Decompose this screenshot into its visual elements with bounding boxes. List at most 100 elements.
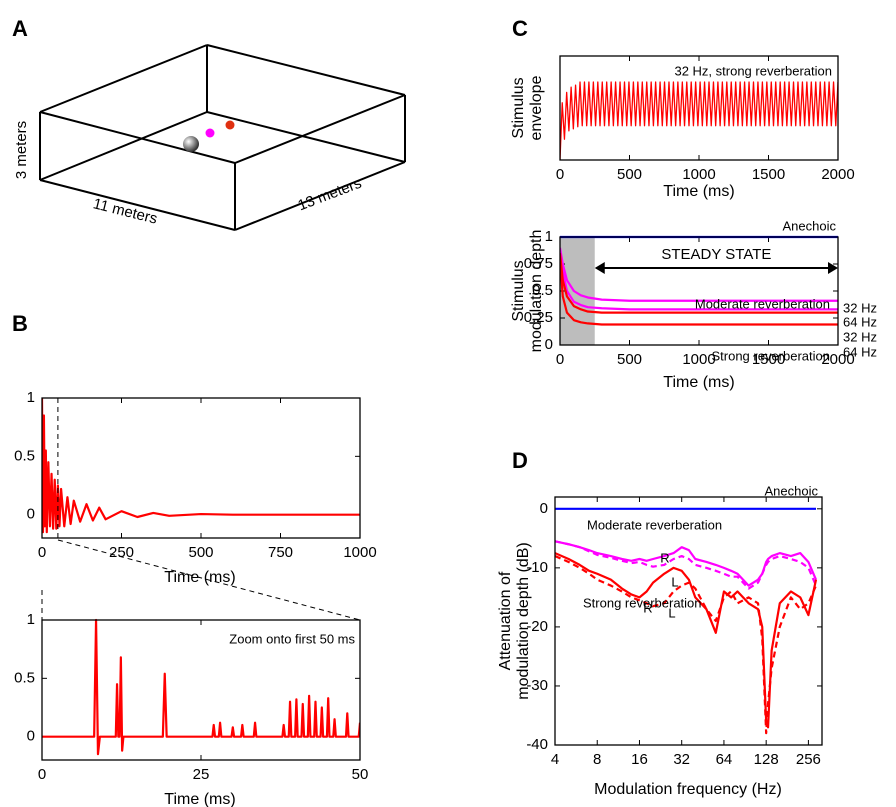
annotation: Moderate reverberation: [587, 517, 722, 532]
series-line: [555, 552, 818, 729]
x-tick-label: 0: [556, 351, 564, 368]
series-label: 64 Hz: [843, 314, 877, 329]
x-tick-label: 500: [617, 166, 642, 183]
chart-panel: 0 25 50 0 0.5 1 Time (ms) Zoom onto first 50 ms: [14, 611, 368, 807]
y-tick-label: 0.5: [14, 447, 35, 464]
source-strong: [225, 120, 235, 130]
y-tick-label: 0: [540, 500, 548, 517]
y-tick-label: 0: [545, 336, 553, 353]
room-wireframe: [39, 44, 406, 231]
x-tick-label: 500: [188, 544, 213, 561]
y-tick-label: 0: [27, 506, 35, 523]
x-tick-label: 50: [352, 766, 369, 783]
series-label: 32 Hz: [843, 329, 877, 344]
arrow-head: [594, 262, 605, 274]
series-label: 64 Hz: [843, 344, 877, 359]
x-axis-label: Time (ms): [663, 183, 734, 200]
width-label: 11 meters: [91, 195, 159, 227]
x-tick-label: 2000: [821, 351, 854, 368]
height-label: 3 meters: [13, 121, 30, 179]
plot-frame: [41, 619, 361, 761]
chart-panel: 0 250 500 750 1000 0 0.5 1 B Time (ms): [12, 311, 377, 586]
y-tick-label: 1: [27, 611, 35, 628]
x-axis-label: Time (ms): [164, 569, 235, 586]
series-line: [555, 540, 818, 587]
y-tick-label: 0.5: [14, 669, 35, 686]
panel-label: D: [512, 448, 528, 473]
series-line: [560, 247, 838, 302]
x-tick-label: 2000: [821, 166, 854, 183]
panel-label: A: [12, 16, 28, 41]
x-tick-label: 128: [754, 751, 779, 768]
x-axis-label: Modulation frequency (Hz): [594, 781, 782, 798]
y-axis-label: Stimulus: [510, 260, 527, 321]
plot-frame: [559, 55, 839, 161]
series-label: L: [671, 574, 678, 589]
y-tick-label: -10: [526, 559, 548, 576]
annotation: Strong reverberation: [711, 348, 830, 363]
x-tick-label: 0: [38, 766, 46, 783]
series-label: Anechoic: [765, 483, 819, 498]
x-tick-label: 256: [796, 751, 821, 768]
x-tick-label: 25: [193, 766, 210, 783]
x-tick-label: 0: [556, 166, 564, 183]
x-tick-label: 0: [38, 544, 46, 561]
series-line: [555, 540, 818, 590]
x-tick-label: 1000: [682, 166, 715, 183]
annotation: Strong reverberation: [583, 595, 702, 610]
y-tick-label: 0: [27, 728, 35, 745]
plot-frame: [559, 236, 839, 346]
y-axis-label: modulation depth (dB): [515, 542, 532, 699]
annotation: Zoom onto first 50 ms: [229, 631, 355, 646]
annotation: 32 Hz, strong reverberation: [674, 63, 832, 78]
chart-panel: 0 500 1000 1500 2000 0 0.25 0.5 0.75 1 Anechoic 32 …: [510, 218, 877, 391]
series-line: [560, 253, 838, 314]
x-tick-label: 1000: [682, 351, 715, 368]
series-label: R: [660, 550, 669, 565]
panel-label: C: [512, 16, 528, 41]
x-tick-label: 1500: [752, 166, 785, 183]
x-tick-label: 1500: [752, 351, 785, 368]
series-line: [42, 618, 360, 756]
y-tick-label: -20: [526, 618, 548, 635]
x-tick-label: 4: [551, 751, 559, 768]
panel-label: B: [12, 311, 28, 336]
steady-label: STEADY STATE: [661, 246, 771, 263]
x-tick-label: 1000: [343, 544, 376, 561]
y-tick-label: 1: [545, 228, 553, 245]
x-tick-label: 500: [617, 351, 642, 368]
series-line: [555, 555, 818, 735]
series-line: [42, 397, 360, 534]
x-tick-label: 32: [673, 751, 690, 768]
series-line: [560, 81, 838, 161]
listener: [183, 136, 199, 152]
source-moderate: [205, 128, 215, 138]
y-tick-label: 0.75: [524, 255, 553, 272]
x-tick-label: 750: [268, 544, 293, 561]
series-line: [560, 258, 838, 326]
depth-label: 13 meters: [296, 175, 364, 215]
y-axis-label: envelope: [528, 75, 545, 140]
y-tick-label: -40: [526, 736, 548, 753]
x-tick-label: 8: [593, 751, 601, 768]
series-label: Anechoic: [783, 218, 837, 233]
x-tick-label: 250: [109, 544, 134, 561]
plot-frame: [554, 496, 823, 746]
series-line: [560, 249, 838, 311]
arrow-head: [828, 262, 838, 274]
zoom-connectors: [41, 539, 361, 621]
y-tick-label: 1: [27, 389, 35, 406]
y-tick-label: 0.5: [532, 282, 553, 299]
x-axis-label: Time (ms): [663, 374, 734, 391]
series-label: R: [643, 600, 652, 615]
annotation: Moderate reverberation: [695, 296, 830, 311]
series-label: 32 Hz: [843, 300, 877, 315]
x-tick-label: 16: [631, 751, 648, 768]
panel-a: A 3 meters 11 meters 13 meters: [12, 16, 406, 231]
y-tick-label: 0.25: [524, 309, 553, 326]
y-axis-label: modulation depth: [528, 230, 545, 353]
plot-frame: [41, 397, 361, 539]
y-axis-label: Attenuation of: [497, 571, 514, 670]
